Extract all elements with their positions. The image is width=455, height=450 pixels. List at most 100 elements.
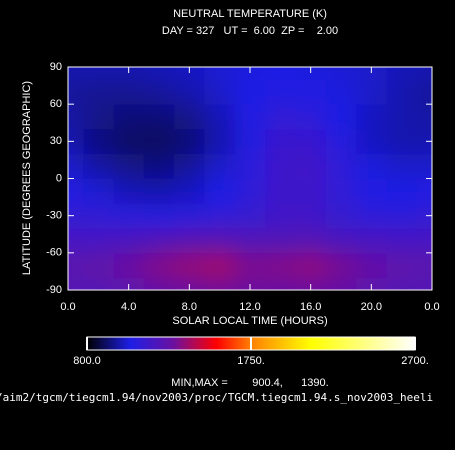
heatmap-cell: [295, 203, 327, 229]
heatmap-cell: [68, 153, 84, 179]
heatmap-cell: [295, 178, 327, 204]
heatmap-cell: [295, 104, 327, 130]
heatmap-cell: [83, 203, 114, 229]
heatmap-cell: [386, 79, 418, 105]
heatmap-cell: [416, 104, 432, 130]
file-path: /aim2/tgcm/tiegcm1.94/nov2003/proc/TGCM.…: [0, 391, 433, 404]
heatmap-cell: [265, 277, 296, 290]
heatmap-cell: [204, 178, 236, 204]
heatmap-cell: [325, 277, 357, 290]
x-tick-label: 4.0: [121, 301, 136, 313]
heatmap-cell: [174, 104, 205, 130]
heatmap-cell: [416, 128, 432, 155]
heatmap-cell: [386, 277, 418, 290]
min-max-label: MIN,MAX = 900.4, 1390.: [171, 377, 328, 389]
heatmap-cell: [204, 252, 236, 279]
y-tick-label: -30: [46, 210, 62, 222]
heatmap-cell: [265, 178, 296, 204]
heatmap-cell: [386, 228, 418, 254]
heatmap-cell: [325, 128, 357, 155]
heatmap-cell: [83, 277, 114, 290]
heatmap-cell: [356, 228, 387, 254]
x-tick-label: 12.0: [239, 301, 260, 313]
heatmap-cell: [325, 104, 357, 130]
y-axis-title: LATITUDE (DEGREES GEOGRAPHIC): [21, 81, 33, 275]
heatmap-cell: [113, 178, 145, 204]
heatmap-cell: [174, 277, 205, 290]
heatmap-cell: [416, 203, 432, 229]
heatmap-cell: [386, 104, 418, 130]
heatmap-cell: [234, 277, 266, 290]
heatmap-cell: [295, 153, 327, 179]
x-tick-label: 0.0: [60, 301, 75, 313]
heatmap-cell: [234, 178, 266, 204]
heatmap-cell: [386, 153, 418, 179]
heatmap-cell: [174, 228, 205, 254]
heatmap-cell: [113, 252, 145, 279]
heatmap-cell: [68, 79, 84, 105]
heatmap-cell: [265, 79, 296, 105]
heatmap-cell: [386, 67, 418, 80]
heatmap-cell: [174, 178, 205, 204]
heatmap-cell: [174, 252, 205, 279]
heatmap-cell: [265, 228, 296, 254]
heatmap-cell: [356, 67, 387, 80]
heatmap-cell: [113, 228, 145, 254]
x-tick-label: 16.0: [300, 301, 321, 313]
heatmap-cell: [113, 203, 145, 229]
heatmap-cell: [143, 153, 175, 179]
heatmap-cell: [204, 79, 236, 105]
y-tick-label: 90: [50, 61, 62, 73]
heatmap-cell: [356, 104, 387, 130]
heatmap-cell: [143, 67, 175, 80]
heatmap-cell: [204, 153, 236, 179]
heatmap-cell: [174, 128, 205, 155]
x-axis-title: SOLAR LOCAL TIME (HOURS): [172, 315, 327, 327]
heatmap-cell: [386, 203, 418, 229]
heatmap-cell: [113, 79, 145, 105]
chart-subtitle: DAY = 327 UT = 6.00 ZP = 2.00: [162, 25, 338, 37]
heatmap-cell: [416, 277, 432, 290]
heatmap-cell: [234, 252, 266, 279]
heatmap-cell: [204, 203, 236, 229]
heatmap-cell: [68, 203, 84, 229]
heatmap-cell: [295, 277, 327, 290]
heatmap-cell: [234, 67, 266, 80]
heatmap-cell: [113, 67, 145, 80]
heatmap-cell: [83, 128, 114, 155]
colorbar-tick-label: 2700.: [401, 355, 429, 367]
y-tick-label: 60: [50, 98, 62, 110]
heatmap-cell: [416, 79, 432, 105]
heatmap-cell: [234, 203, 266, 229]
heatmap-cell: [386, 252, 418, 279]
chart-title: NEUTRAL TEMPERATURE (K): [173, 8, 327, 20]
colorbar-tick-label: 1750.: [237, 355, 265, 367]
heatmap-cell: [265, 104, 296, 130]
heatmap-cell: [265, 153, 296, 179]
colorbar-tick-label: 800.0: [73, 355, 101, 367]
y-tick-label: 30: [50, 135, 62, 147]
heatmap-cell: [416, 252, 432, 279]
y-tick-label: 0: [56, 172, 62, 184]
heatmap-cell: [295, 252, 327, 279]
heatmap-cell: [143, 203, 175, 229]
heatmap-cell: [295, 128, 327, 155]
heatmap-cell: [113, 128, 145, 155]
heatmap-cell: [265, 252, 296, 279]
heatmap-cell: [356, 252, 387, 279]
heatmap-cell: [143, 228, 175, 254]
heatmap-cell: [234, 128, 266, 155]
heatmap-cell: [83, 104, 114, 130]
heatmap-cell: [265, 203, 296, 229]
heatmap-cell: [68, 228, 84, 254]
heatmap-cell: [143, 252, 175, 279]
heatmap-cell: [83, 228, 114, 254]
heatmap-cell: [356, 277, 387, 290]
heatmap-cell: [234, 153, 266, 179]
heatmap-cell: [325, 203, 357, 229]
heatmap-cell: [113, 277, 145, 290]
heatmap-cell: [113, 104, 145, 130]
heatmap-cell: [113, 153, 145, 179]
heatmap-cell: [386, 178, 418, 204]
heatmap-cell: [416, 228, 432, 254]
